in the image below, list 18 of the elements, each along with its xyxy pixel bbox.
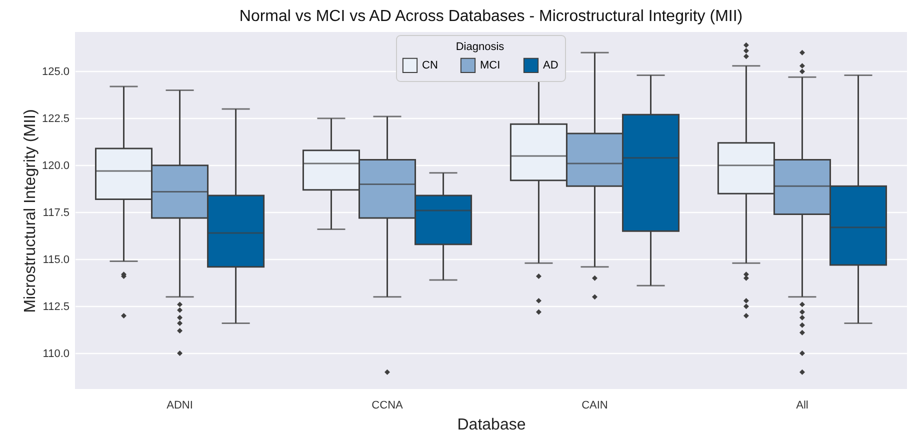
legend-title: Diagnosis xyxy=(456,41,505,53)
x-tick-label: All xyxy=(796,400,808,412)
legend-label: MCI xyxy=(480,59,500,72)
legend-label: CN xyxy=(422,59,438,72)
y-tick-label: 112.5 xyxy=(42,300,70,313)
y-tick-label: 115.0 xyxy=(42,254,70,266)
x-tick-label: CAIN xyxy=(582,400,608,412)
y-tick-label: 122.5 xyxy=(42,112,70,125)
y-tick-label: 120.0 xyxy=(42,160,70,172)
x-tick-label: ADNI xyxy=(166,400,193,412)
legend-label: AD xyxy=(543,59,558,72)
y-tick-label: 110.0 xyxy=(42,348,70,360)
y-tick-label: 125.0 xyxy=(42,66,70,78)
x-axis-title: Database xyxy=(457,416,526,433)
chart-title: Normal vs MCI vs AD Across Databases - Microstructural Integrity (MII) xyxy=(239,8,743,25)
y-axis-title: Microstructural Integrity (MII) xyxy=(22,109,39,313)
x-tick-label: CCNA xyxy=(372,400,404,412)
y-tick-label: 117.5 xyxy=(42,206,70,219)
